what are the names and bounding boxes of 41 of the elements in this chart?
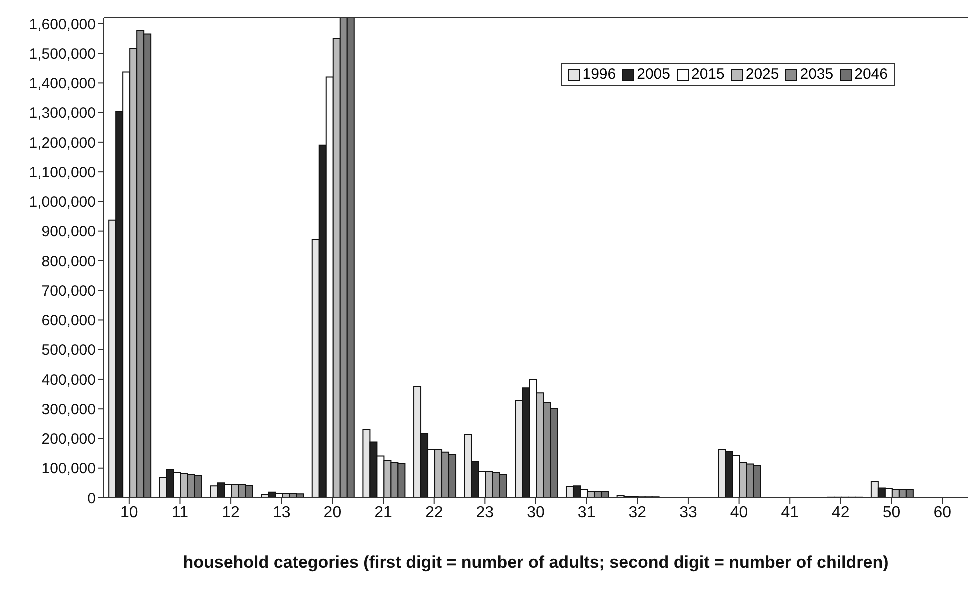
legend-label: 2025 (746, 66, 780, 83)
x-tick-label: 32 (628, 504, 647, 522)
x-tick-label: 23 (476, 504, 494, 522)
x-tick-label: 31 (578, 504, 596, 522)
x-tick-label: 41 (781, 504, 800, 522)
y-tick-label: 900,000 (42, 224, 96, 241)
y-tick-label: 500,000 (42, 342, 96, 360)
x-tick-label: 42 (832, 504, 850, 522)
y-tick-label: 1,500,000 (29, 46, 96, 63)
y-tick-label: 700,000 (42, 282, 96, 300)
legend-label: 2035 (800, 66, 834, 83)
legend-label: 2005 (637, 66, 670, 83)
y-tick-label: 1,400,000 (29, 76, 96, 93)
y-tick-label: 100,000 (42, 460, 96, 478)
x-tick-label: 21 (374, 504, 393, 522)
legend-label: 2015 (692, 66, 725, 83)
y-tick-label: 800,000 (42, 253, 96, 270)
legend-label: 1996 (582, 66, 616, 83)
x-tick-label: 20 (324, 504, 342, 522)
y-tick-label: 1,300,000 (29, 105, 96, 122)
y-tick-label: 1,200,000 (29, 134, 96, 152)
x-tick-label: 60 (934, 504, 952, 522)
x-tick-label: 30 (527, 504, 545, 522)
y-tick-label: 400,000 (42, 372, 96, 389)
y-tick-label: 300,000 (42, 401, 96, 418)
x-axis-title: household categories (first digit = number of adults; second digit = number of children) (183, 553, 889, 572)
x-tick-label: 11 (172, 504, 189, 522)
x-tick-label: 22 (425, 504, 444, 522)
x-tick-label: 33 (680, 504, 698, 522)
legend-label: 2046 (854, 66, 888, 83)
x-tick-label: 10 (120, 504, 138, 522)
y-tick-label: 1,100,000 (29, 164, 96, 182)
y-tick-label: 200,000 (42, 431, 96, 448)
y-tick-label: 1,600,000 (29, 16, 96, 34)
x-tick-label: 40 (730, 504, 748, 522)
y-tick-label: 600,000 (42, 312, 96, 330)
x-tick-label: 12 (222, 504, 240, 522)
y-tick-label: 0 (88, 490, 96, 508)
x-tick-label: 50 (882, 504, 901, 522)
x-tick-label: 13 (272, 504, 291, 522)
y-tick-label: 1,000,000 (29, 194, 96, 212)
